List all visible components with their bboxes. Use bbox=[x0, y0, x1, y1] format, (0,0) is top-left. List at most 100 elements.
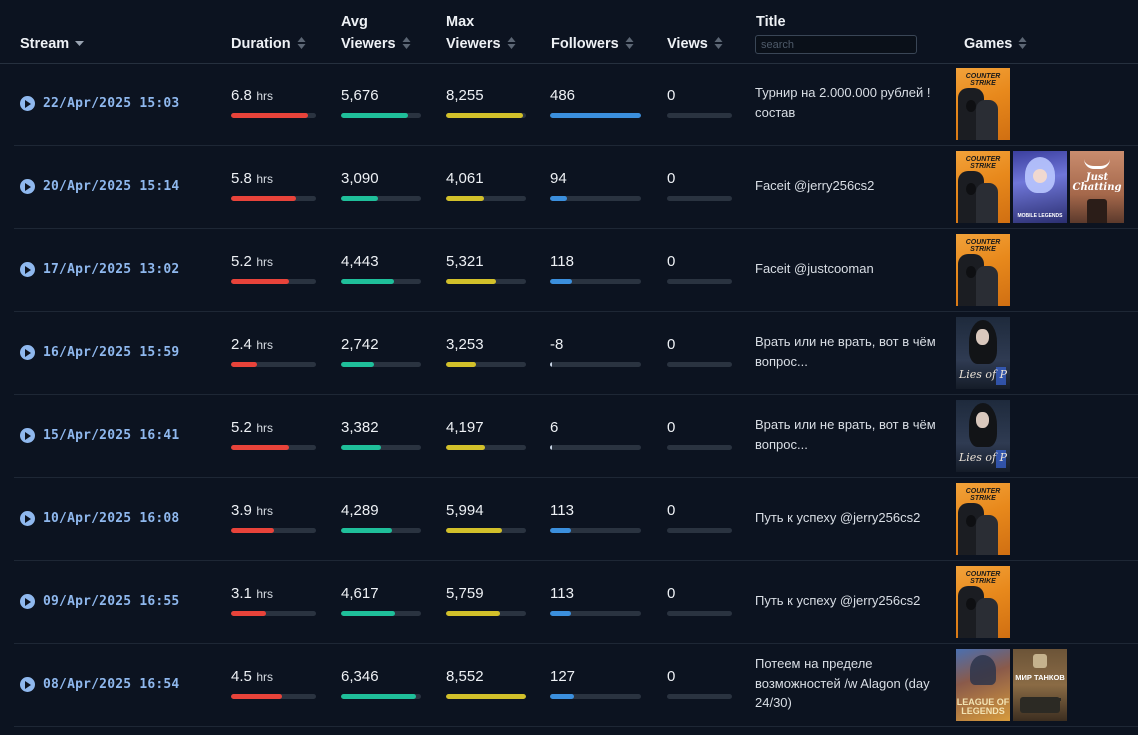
sort-icon bbox=[1017, 36, 1028, 50]
stream-title: Faceit @jerry256cs2 bbox=[755, 178, 875, 193]
col-max-viewers-label-2: Viewers bbox=[446, 36, 501, 52]
game-cover-counter-strike[interactable]: COUNTER STRIKE bbox=[956, 566, 1010, 638]
avg-bar-fill bbox=[341, 196, 378, 201]
cover-figure bbox=[976, 266, 998, 306]
cell-duration: 3.9 hrs bbox=[231, 502, 273, 520]
followers-value: 118 bbox=[550, 253, 574, 270]
game-cover-just-chatting[interactable]: Just Chatting bbox=[1070, 151, 1124, 223]
views-value: 0 bbox=[667, 336, 676, 353]
max-viewers-value: 8,552 bbox=[446, 668, 484, 685]
cover-mask bbox=[966, 515, 976, 527]
game-cover-mobile-legends[interactable]: MOBILE LEGENDS bbox=[1013, 151, 1067, 223]
followers-bar bbox=[550, 528, 641, 533]
game-cover-world-of-tanks[interactable]: МИР ТАНКОВ bbox=[1013, 649, 1067, 721]
duration-bar bbox=[231, 528, 316, 533]
cell-duration: 6.8 hrs bbox=[231, 87, 273, 105]
views-bar bbox=[667, 113, 732, 118]
views-value: 0 bbox=[667, 502, 676, 519]
avg-viewers-value: 6,346 bbox=[341, 668, 379, 685]
sort-icon bbox=[713, 36, 724, 50]
cover-mask bbox=[966, 183, 976, 195]
stream-date: 10/Apr/2025 16:08 bbox=[43, 511, 180, 526]
stream-date: 15/Apr/2025 16:41 bbox=[43, 428, 180, 443]
duration-bar-fill bbox=[231, 362, 258, 367]
game-cover-counter-strike[interactable]: COUNTER STRIKE bbox=[956, 68, 1010, 140]
stream-date-link[interactable]: 17/Apr/2025 13:02 bbox=[20, 262, 179, 277]
cover-figure bbox=[976, 515, 998, 555]
stream-date-link[interactable]: 08/Apr/2025 16:54 bbox=[20, 677, 179, 692]
avg-viewers-value: 4,443 bbox=[341, 253, 379, 270]
views-bar bbox=[667, 694, 732, 699]
duration-bar bbox=[231, 694, 316, 699]
play-circle-icon bbox=[20, 428, 35, 443]
col-title-label: Title bbox=[756, 14, 786, 30]
cell-avg-viewers: 4,443 bbox=[341, 253, 379, 271]
game-logo-text: LEAGUE OF LEGENDS bbox=[956, 697, 1010, 716]
stream-date-link[interactable]: 10/Apr/2025 16:08 bbox=[20, 511, 179, 526]
followers-value: 127 bbox=[550, 668, 576, 685]
max-viewers-value: 4,197 bbox=[446, 419, 484, 436]
game-cover-counter-strike[interactable]: COUNTER STRIKE bbox=[956, 234, 1010, 306]
cell-duration: 2.4 hrs bbox=[231, 336, 273, 354]
game-cover-counter-strike[interactable]: COUNTER STRIKE bbox=[956, 151, 1010, 223]
col-max-viewers[interactable]: Max Viewers bbox=[446, 11, 517, 55]
stream-title: Путь к успеху @jerry256cs2 bbox=[755, 510, 921, 525]
avg-bar bbox=[341, 528, 421, 533]
games-list: COUNTER STRIKE bbox=[956, 234, 1010, 306]
title-search-input[interactable] bbox=[755, 35, 917, 54]
stream-date-link[interactable]: 20/Apr/2025 15:14 bbox=[20, 179, 179, 194]
avg-viewers-value: 4,289 bbox=[341, 502, 379, 519]
game-cover-counter-strike[interactable]: COUNTER STRIKE bbox=[956, 483, 1010, 555]
duration-bar-fill bbox=[231, 445, 289, 450]
duration-unit: hrs bbox=[256, 255, 273, 269]
max-bar bbox=[446, 196, 526, 201]
table-header: Stream Duration Avg Viewers Max Viewers … bbox=[0, 0, 1138, 64]
game-cover-lies-of-p[interactable]: Lies of P bbox=[956, 317, 1010, 389]
stream-date: 16/Apr/2025 15:59 bbox=[43, 345, 180, 360]
sort-icon bbox=[296, 36, 307, 50]
followers-bar bbox=[550, 113, 641, 118]
max-viewers-value: 4,061 bbox=[446, 170, 484, 187]
col-stream-label: Stream bbox=[20, 36, 70, 52]
play-circle-icon bbox=[20, 594, 35, 609]
duration-bar-fill bbox=[231, 279, 289, 284]
col-views[interactable]: Views bbox=[667, 33, 724, 55]
game-logo-text: Just Chatting bbox=[1072, 172, 1122, 193]
col-games[interactable]: Games bbox=[964, 33, 1028, 55]
sort-icon bbox=[401, 36, 412, 50]
col-stream[interactable]: Stream bbox=[20, 33, 85, 55]
games-list: Lies of P bbox=[956, 317, 1010, 389]
followers-value: 6 bbox=[550, 419, 559, 436]
stream-title: Врать или не врать, вот в чём вопрос... bbox=[755, 417, 936, 452]
games-list: Lies of P bbox=[956, 400, 1010, 472]
max-bar bbox=[446, 279, 526, 284]
duration-unit: hrs bbox=[256, 89, 273, 103]
cell-followers: -8 bbox=[550, 336, 563, 354]
duration-value: 6.8 bbox=[231, 87, 252, 104]
stream-date-link[interactable]: 09/Apr/2025 16:55 bbox=[20, 594, 179, 609]
col-duration-label: Duration bbox=[231, 36, 291, 52]
avg-bar-fill bbox=[341, 445, 381, 450]
avg-bar bbox=[341, 445, 421, 450]
col-avg-viewers[interactable]: Avg Viewers bbox=[341, 11, 412, 55]
stream-title: Турнир на 2.000.000 рублей ! состав bbox=[755, 85, 931, 120]
cell-followers: 127 bbox=[550, 668, 575, 686]
game-cover-league-of-legends[interactable]: LEAGUE OF LEGENDS bbox=[956, 649, 1010, 721]
followers-bar-fill bbox=[550, 694, 574, 699]
stream-date-link[interactable]: 22/Apr/2025 15:03 bbox=[20, 96, 179, 111]
followers-value: 113 bbox=[550, 585, 574, 602]
game-logo-text: COUNTER STRIKE bbox=[965, 73, 1001, 87]
stream-date-link[interactable]: 16/Apr/2025 15:59 bbox=[20, 345, 179, 360]
duration-unit: hrs bbox=[256, 172, 273, 186]
followers-value: 113 bbox=[550, 502, 574, 519]
col-followers[interactable]: Followers bbox=[551, 33, 635, 55]
duration-bar bbox=[231, 196, 316, 201]
stream-date-link[interactable]: 15/Apr/2025 16:41 bbox=[20, 428, 179, 443]
col-views-label: Views bbox=[667, 36, 708, 52]
game-cover-lies-of-p[interactable]: Lies of P bbox=[956, 400, 1010, 472]
col-duration[interactable]: Duration bbox=[231, 33, 307, 55]
max-bar-fill bbox=[446, 279, 497, 284]
max-bar bbox=[446, 362, 526, 367]
sort-icon bbox=[506, 36, 517, 50]
duration-bar-fill bbox=[231, 113, 308, 118]
